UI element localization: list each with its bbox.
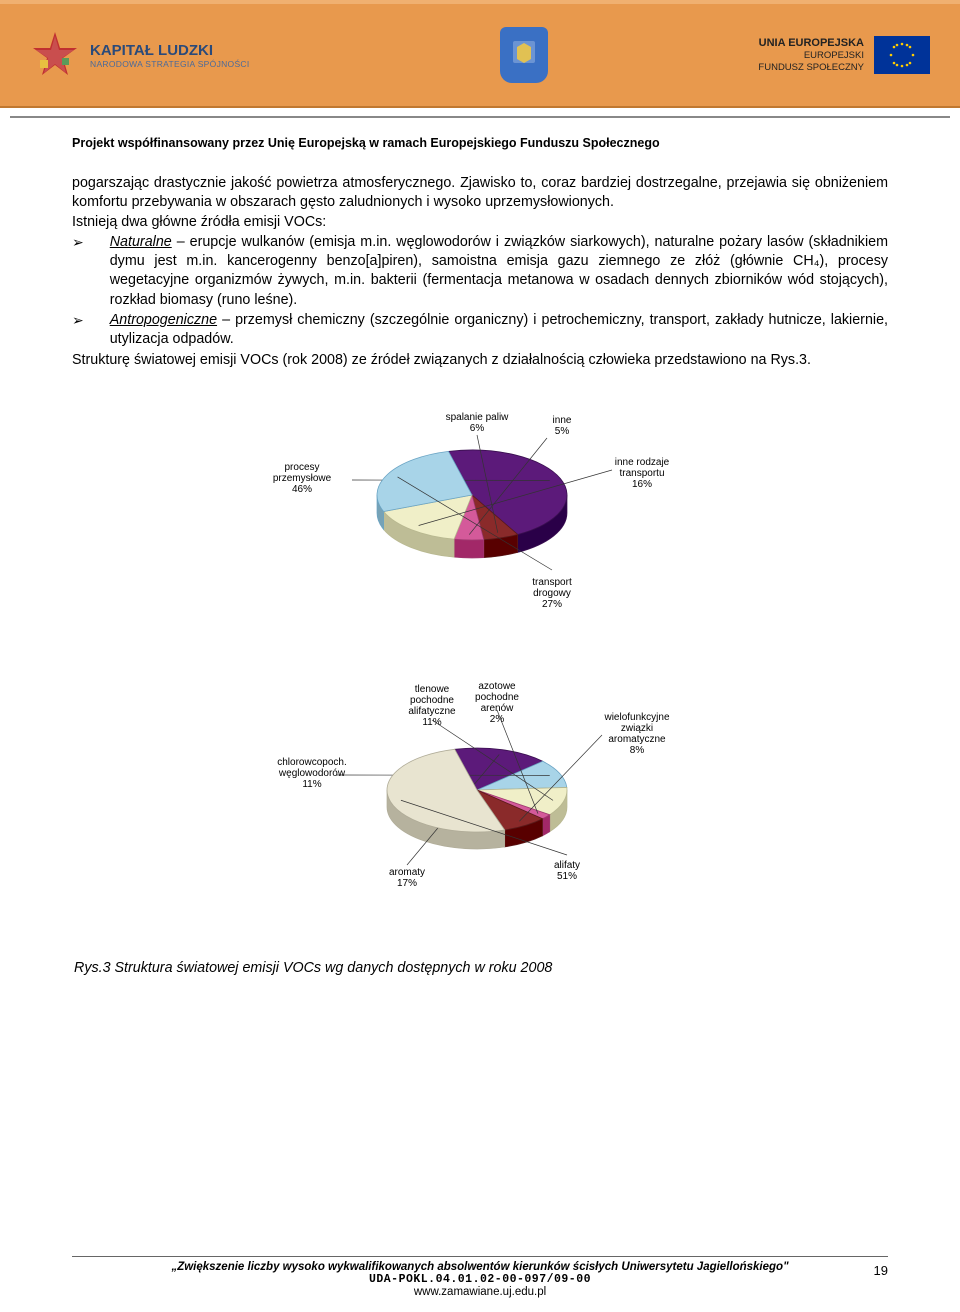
para1: pogarszając drastycznie jakość powietrza… — [72, 175, 888, 210]
svg-text:pochodne: pochodne — [475, 692, 519, 703]
pie-chart-emission-sources: procesyprzemysłowe46% spalanie paliw6% inn… — [242, 410, 722, 610]
svg-text:6%: 6% — [470, 423, 485, 434]
kapital-title: KAPITAŁ LUDZKI — [90, 42, 250, 59]
svg-text:drogowy: drogowy — [533, 588, 571, 599]
project-financing-line: Projekt współfinansowany przez Unię Euro… — [72, 136, 888, 150]
header-bar: KAPITAŁ LUDZKI NARODOWA STRATEGIA SPÓJNO… — [0, 0, 960, 108]
bullet1-text: – erupcje wulkanów (emisja m.in. węglowo… — [110, 234, 888, 308]
svg-text:16%: 16% — [632, 479, 652, 490]
footer-url: www.zamawiane.uj.edu.pl — [414, 1286, 546, 1298]
footer-code: UDA-POKL.04.01.02-00-097/09-00 — [369, 1273, 591, 1286]
svg-text:aromatyczne: aromatyczne — [608, 734, 666, 745]
svg-text:51%: 51% — [557, 871, 577, 882]
svg-text:wielofunkcyjne: wielofunkcyjne — [603, 712, 669, 723]
page-footer: „Zwiększenie liczby wysoko wykwalifikowa… — [72, 1256, 888, 1298]
svg-text:aromaty: aromaty — [389, 867, 425, 878]
bullet2-label: Antropogeniczne — [110, 312, 217, 328]
svg-text:arenów: arenów — [481, 703, 515, 714]
svg-text:27%: 27% — [542, 599, 562, 610]
svg-text:tlenowe: tlenowe — [415, 684, 450, 695]
bullet2-text: – przemysł chemiczny (szczególnie organi… — [110, 312, 888, 347]
svg-text:inne: inne — [553, 415, 572, 426]
svg-text:związki: związki — [621, 723, 653, 734]
center-shield-icon — [500, 27, 548, 83]
svg-text:17%: 17% — [397, 878, 417, 889]
figure-caption: Rys.3 Struktura światowej emisji VOCs wg… — [72, 960, 888, 976]
pie-chart-compound-classes: aromaty17%chlorowcopoch.węglowodorów11%t… — [242, 680, 722, 900]
svg-text:inne rodzaje: inne rodzaje — [615, 457, 670, 468]
svg-text:chlorowcopoch.: chlorowcopoch. — [277, 757, 346, 768]
right-logo-block: UNIA EUROPEJSKA EUROPEJSKI FUNDUSZ SPOŁE… — [758, 36, 930, 75]
svg-text:46%: 46% — [292, 484, 312, 495]
eu-flag-icon — [874, 36, 930, 74]
charts-container: procesyprzemysłowe46% spalanie paliw6% inn… — [72, 390, 888, 950]
body-text: pogarszając drastycznie jakość powietrza… — [72, 174, 888, 370]
unia-line2: EUROPEJSKI — [758, 50, 864, 62]
svg-text:azotowe: azotowe — [478, 681, 516, 692]
svg-text:11%: 11% — [302, 779, 321, 790]
svg-text:11%: 11% — [422, 717, 441, 728]
svg-text:transport: transport — [532, 577, 572, 588]
kapital-subtitle: NARODOWA STRATEGIA SPÓJNOŚCI — [90, 59, 250, 69]
unia-line1: UNIA EUROPEJSKA — [758, 36, 864, 50]
svg-text:transportu: transportu — [619, 468, 664, 479]
svg-text:procesy: procesy — [284, 462, 319, 473]
svg-text:spalanie paliw: spalanie paliw — [446, 412, 510, 423]
kapital-star-icon — [30, 30, 80, 80]
left-logo-block: KAPITAŁ LUDZKI NARODOWA STRATEGIA SPÓJNO… — [30, 30, 250, 80]
svg-text:2%: 2% — [490, 714, 505, 725]
bullet-arrow-icon: ➢ — [72, 311, 84, 350]
page-number: 19 — [874, 1263, 888, 1278]
para2: Istnieją dwa główne źródła emisji VOCs: — [72, 214, 326, 230]
svg-text:8%: 8% — [630, 745, 645, 756]
svg-text:alifaty: alifaty — [554, 860, 580, 871]
svg-text:pochodne: pochodne — [410, 695, 454, 706]
svg-text:węglowodorów: węglowodorów — [278, 768, 346, 779]
svg-text:przemysłowe: przemysłowe — [273, 473, 332, 484]
unia-text: UNIA EUROPEJSKA EUROPEJSKI FUNDUSZ SPOŁE… — [758, 36, 864, 75]
svg-text:alifatyczne: alifatyczne — [408, 706, 456, 717]
footer-project-title: „Zwiększenie liczby wysoko wykwalifikowa… — [171, 1261, 788, 1273]
unia-line3: FUNDUSZ SPOŁECZNY — [758, 62, 864, 74]
bullet1-label: Naturalne — [110, 234, 172, 250]
svg-text:5%: 5% — [555, 426, 570, 437]
divider-top — [10, 116, 950, 118]
page-content: Projekt współfinansowany przez Unię Euro… — [0, 120, 960, 976]
para3: Strukturę światowej emisji VOCs (rok 200… — [72, 352, 811, 368]
bullet-arrow-icon: ➢ — [72, 233, 84, 310]
